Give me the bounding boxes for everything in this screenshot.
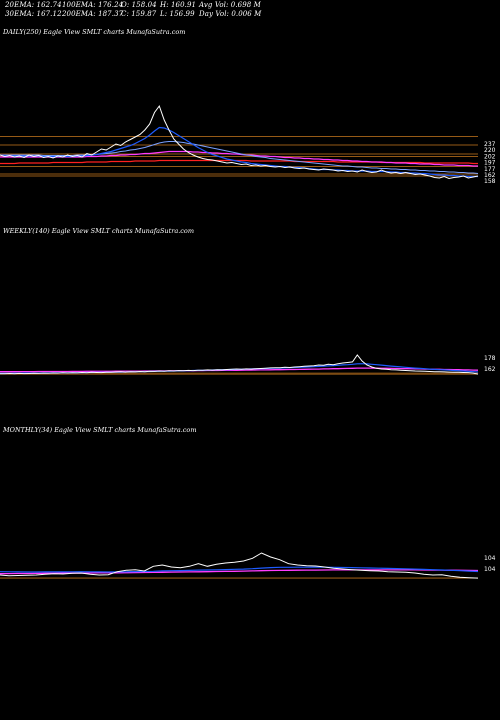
header-open: O: 158.04 <box>121 1 157 9</box>
header-200ema: 200EMA: 187.37 <box>62 10 124 18</box>
header-close: C: 159.87 <box>121 10 157 18</box>
ema50-line <box>0 141 479 174</box>
axis-tick-label: 158 <box>484 178 496 185</box>
axis-tick-label: 104 <box>484 566 496 573</box>
axis-tick-label: 162 <box>484 172 496 179</box>
monthly-chart: 104 104 <box>0 552 496 579</box>
price-line <box>0 354 479 375</box>
ema100-line <box>0 367 479 373</box>
header-30ema: 30EMA: 167.12 <box>5 10 62 18</box>
price-line <box>0 552 479 579</box>
header-day-vol: Day Vol: 0.006 M <box>199 10 262 18</box>
ema20-line <box>0 566 479 573</box>
header-high: H: 160.91 <box>160 1 197 9</box>
axis-tick-label: 178 <box>484 355 496 362</box>
axis-tick-label: 197 <box>484 160 496 167</box>
weekly-panel-label: WEEKLY(140) Eagle View SMLT charts Munaf… <box>3 227 194 235</box>
axis-tick-label: 220 <box>484 147 496 154</box>
axis-tick-label: 162 <box>484 366 496 373</box>
header-100ema: 100EMA: 176.24 <box>62 1 124 9</box>
axis-tick-label: 104 <box>484 555 496 562</box>
axis-tick-label: 177 <box>484 166 496 173</box>
monthly-panel-label: MONTHLY(34) Eagle View SMLT charts Munaf… <box>3 426 197 434</box>
weekly-chart: 178 162 <box>0 354 496 375</box>
daily-panel-label: DAILY(250) Eagle View SMLT charts Munafa… <box>3 28 186 36</box>
price-line <box>0 104 479 180</box>
header-20ema: 20EMA: 162.74 <box>5 1 62 9</box>
ema100-line <box>0 150 478 167</box>
header-avg-vol: Avg Vol: 0.698 M <box>199 1 261 9</box>
header-low: L: 156.99 <box>160 10 195 18</box>
axis-tick-label: 237 <box>484 141 496 148</box>
axis-tick-label: 202 <box>484 153 496 160</box>
